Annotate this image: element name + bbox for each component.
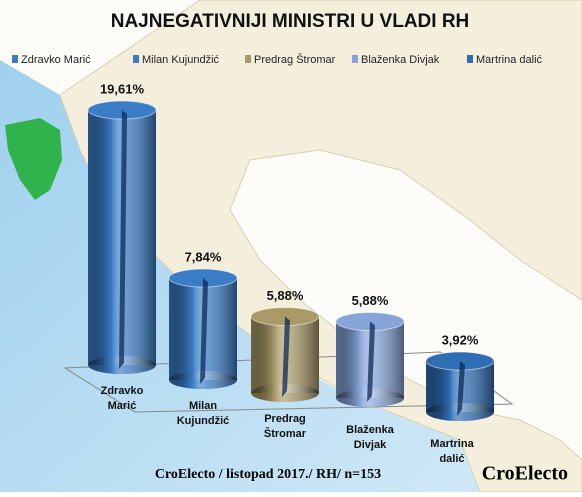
legend-swatch bbox=[352, 55, 358, 63]
x-tick-label: Zdravko Marić bbox=[101, 385, 144, 412]
x-tick-label: Martrina dalić bbox=[430, 438, 474, 465]
chart-title: NAJNEGATIVNIJI MINISTRI U VLADI RH bbox=[111, 11, 470, 32]
legend-label: Martrina dalić bbox=[476, 54, 543, 66]
value-label: 19,61% bbox=[100, 81, 145, 96]
bar-slit bbox=[119, 110, 127, 369]
legend-swatch bbox=[467, 55, 473, 63]
bar-slit bbox=[282, 316, 290, 397]
legend-label: Blaženka Divjak bbox=[361, 54, 440, 66]
bar-slit bbox=[200, 278, 208, 384]
legend: Zdravko Marić Milan Kujundžić Predrag Štro… bbox=[12, 53, 543, 66]
x-tick-label: Blaženka Divjak bbox=[346, 424, 395, 451]
value-label: 5,88% bbox=[352, 293, 389, 308]
legend-label: Predrag Štromar bbox=[254, 53, 336, 66]
x-tick-label: Milan Kujundžić bbox=[177, 400, 230, 427]
sea bbox=[0, 60, 480, 492]
legend-swatch bbox=[133, 55, 139, 63]
legend-swatch bbox=[245, 55, 251, 63]
x-tick-label: Predrag Štromar bbox=[264, 413, 307, 440]
bar-slit bbox=[457, 361, 465, 416]
legend-label: Zdravko Marić bbox=[21, 54, 91, 66]
value-label: 5,88% bbox=[267, 288, 304, 303]
value-label: 3,92% bbox=[442, 332, 479, 347]
source: CroElecto / listopad 2017./ RH/ n=153 bbox=[155, 467, 381, 482]
value-label: 7,84% bbox=[185, 249, 222, 264]
legend-swatch bbox=[12, 55, 18, 63]
watermark: CroElecto bbox=[482, 463, 568, 485]
bar-slit bbox=[367, 321, 375, 402]
istria bbox=[5, 118, 62, 200]
legend-label: Milan Kujundžić bbox=[142, 54, 220, 66]
